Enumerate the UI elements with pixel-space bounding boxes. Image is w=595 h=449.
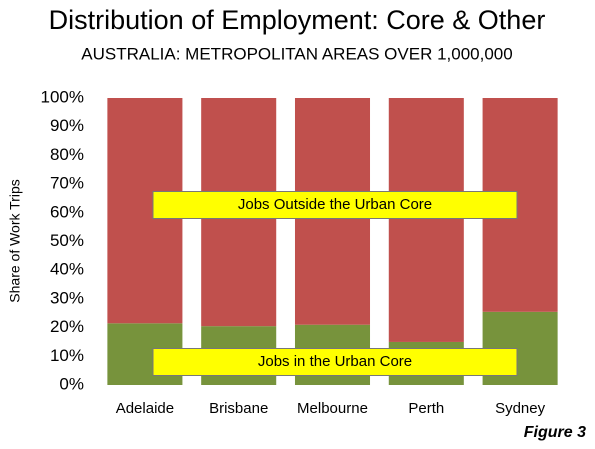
chart-title: Distribution of Employment: Core & Other xyxy=(49,5,546,35)
x-tick-label: Perth xyxy=(408,400,444,417)
series-label: Jobs Outside the Urban Core xyxy=(238,196,432,213)
y-tick-label: 30% xyxy=(50,288,84,307)
y-tick-label: 70% xyxy=(50,174,84,193)
y-tick-label: 50% xyxy=(50,231,84,250)
y-tick-label: 80% xyxy=(50,145,84,164)
y-tick-label: 0% xyxy=(59,374,84,393)
x-tick-label: Brisbane xyxy=(209,400,268,417)
y-axis-label: Share of Work Trips xyxy=(7,179,23,302)
label-box xyxy=(152,191,518,219)
label-box xyxy=(152,348,518,376)
y-tick-label: 20% xyxy=(50,317,84,336)
x-tick-label: Adelaide xyxy=(116,400,174,417)
y-tick-label: 40% xyxy=(50,260,84,279)
x-tick-label: Melbourne xyxy=(297,400,368,417)
y-tick-label: 90% xyxy=(50,116,84,135)
figure-label: Figure 3 xyxy=(524,424,586,441)
x-tick-label: Sydney xyxy=(495,400,546,417)
y-tick-label: 100% xyxy=(41,87,84,106)
series-label: Jobs in the Urban Core xyxy=(258,353,412,370)
y-tick-label: 60% xyxy=(50,202,84,221)
bar-segment xyxy=(388,98,464,342)
y-tick-label: 10% xyxy=(50,346,84,365)
chart-subtitle: AUSTRALIA: METROPOLITAN AREAS OVER 1,000… xyxy=(81,44,512,63)
